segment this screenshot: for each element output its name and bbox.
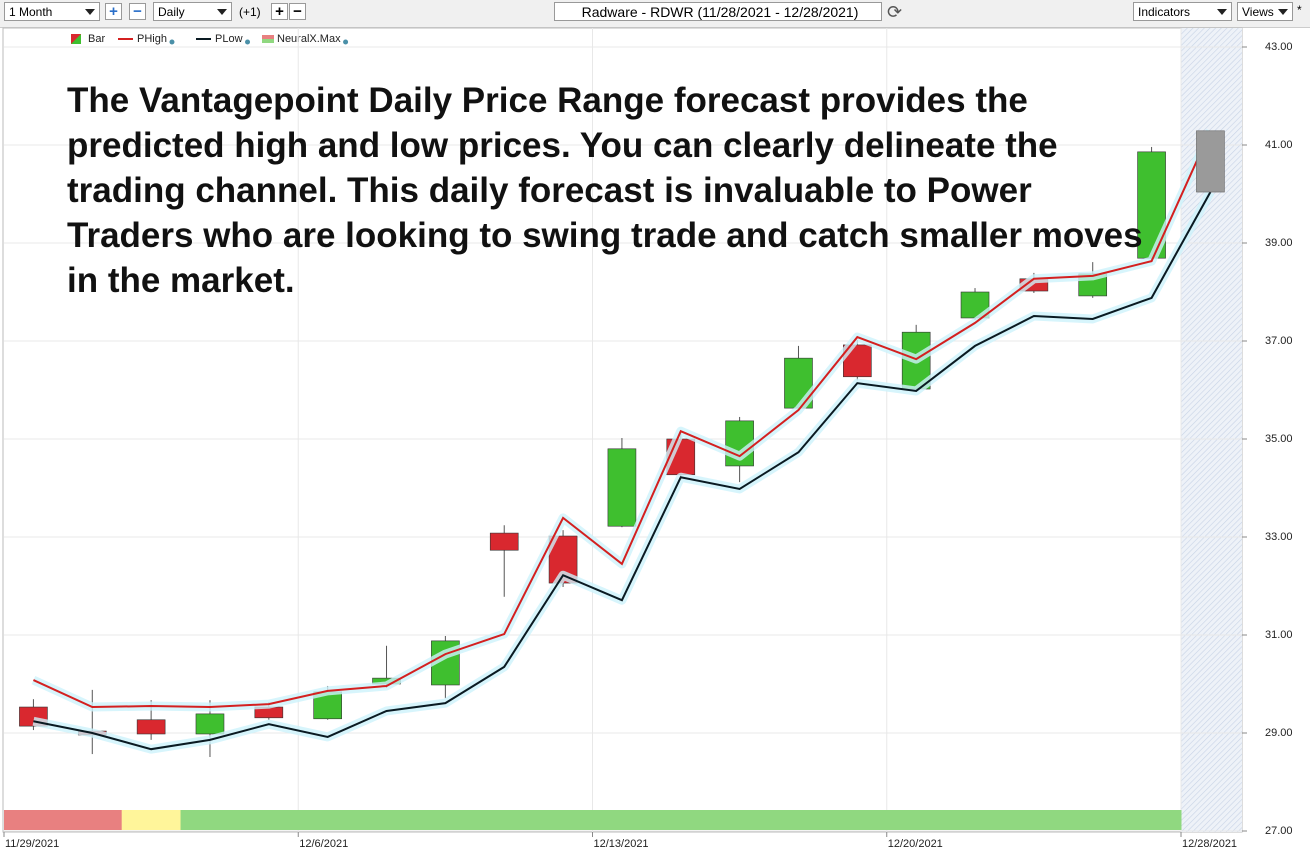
refresh[interactable]: ⟳ — [887, 2, 903, 22]
offset-plus[interactable]: + — [271, 3, 288, 20]
toolbar: 1 Month + − Daily (+1) + − Radware - RDW… — [0, 0, 1310, 28]
chart-title: Radware - RDWR (11/28/2021 - 12/28/2021) — [554, 2, 882, 21]
y-tick-label: 29.00 — [1265, 727, 1293, 739]
candle-body — [607, 448, 637, 527]
y-tick-label: 43.00 — [1265, 41, 1293, 53]
neuralx-cell — [945, 810, 1005, 830]
y-tick-label: 33.00 — [1265, 531, 1293, 543]
neuralx-cell — [180, 810, 240, 830]
legend-label: PLow — [215, 33, 243, 45]
views-star[interactable]: * — [1297, 3, 1302, 17]
neuralx-cell — [710, 810, 770, 830]
interval-select[interactable]: Daily — [153, 2, 232, 21]
neuralx-cell — [827, 810, 888, 830]
chart: Bar PHigh PLow NeuralX.Max 27.00 29.00 31.00 3… — [2, 27, 1293, 850]
indicators-select[interactable]: Indicators — [1133, 2, 1232, 21]
views-select[interactable]: Views — [1237, 2, 1293, 21]
annotation: The Vantagepoint Daily Price Range forec… — [67, 81, 1143, 300]
offset: (+1) — [239, 5, 261, 19]
y-tick-label: 37.00 — [1265, 335, 1293, 347]
legend-swatch — [262, 39, 274, 43]
neuralx-cell — [1004, 810, 1064, 830]
zoom-in[interactable]: + — [105, 3, 122, 20]
neuralx-cell — [592, 810, 652, 830]
candle-body — [489, 532, 519, 551]
x-tick-label: 12/20/2021 — [888, 838, 943, 850]
legend-label: PHigh — [137, 33, 167, 45]
y-tick-label: 31.00 — [1265, 629, 1293, 641]
neuralx-cell — [357, 810, 417, 830]
x-tick-label: 11/29/2021 — [5, 838, 59, 850]
period-select[interactable]: 1 Month — [4, 2, 100, 21]
legend-label: Bar — [88, 33, 105, 45]
y-tick-label: 35.00 — [1265, 433, 1293, 445]
plot-area — [2, 27, 1243, 833]
zoom-out[interactable]: − — [129, 3, 146, 20]
y-tick-label: 39.00 — [1265, 237, 1293, 249]
neuralx-cell — [474, 810, 535, 830]
legend-dot — [343, 39, 349, 45]
y-tick-label: 27.00 — [1265, 825, 1293, 837]
neuralx-cell — [533, 810, 593, 830]
legend-swatch — [262, 35, 274, 39]
x-tick-label: 12/28/2021 — [1182, 838, 1237, 850]
neuralx-cell — [886, 810, 947, 830]
x-tick-label: 12/13/2021 — [594, 838, 649, 850]
x-tick-label: 12/6/2021 — [299, 838, 348, 850]
neuralx-cell — [298, 810, 358, 830]
line — [33, 191, 1212, 751]
neuralx-cell — [239, 810, 299, 830]
legend-dot — [245, 39, 251, 45]
neuralx-cell — [121, 810, 182, 830]
forecast-box — [1196, 130, 1225, 193]
neuralx-cell — [769, 810, 829, 830]
legend-label: NeuralX.Max — [277, 33, 341, 45]
neuralx-cell — [1063, 810, 1123, 830]
candle-body — [136, 719, 166, 735]
offset-minus[interactable]: − — [289, 3, 306, 20]
neuralx-cell — [62, 810, 123, 830]
legend-dot — [169, 39, 175, 45]
neuralx-cell — [1122, 810, 1182, 830]
neuralx-cell — [4, 810, 64, 830]
neuralx-cell — [415, 810, 476, 830]
legend-swatch — [71, 34, 81, 44]
line — [33, 130, 1212, 709]
legend: Bar PHigh PLow NeuralX.Max — [71, 33, 349, 45]
candle-body — [195, 713, 225, 735]
y-tick-label: 41.00 — [1265, 139, 1293, 151]
neuralx-cell — [651, 810, 711, 830]
